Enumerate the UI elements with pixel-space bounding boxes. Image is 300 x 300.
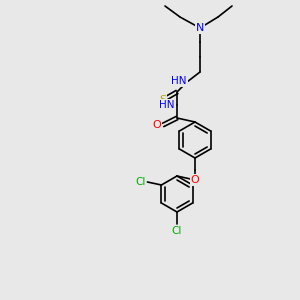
Text: O: O — [152, 120, 161, 130]
Text: Cl: Cl — [135, 177, 146, 187]
Text: S: S — [159, 95, 167, 105]
Text: O: O — [190, 175, 200, 185]
Text: HN: HN — [160, 100, 175, 110]
Text: N: N — [196, 23, 204, 33]
Text: HN: HN — [172, 76, 187, 86]
Text: Cl: Cl — [172, 226, 182, 236]
